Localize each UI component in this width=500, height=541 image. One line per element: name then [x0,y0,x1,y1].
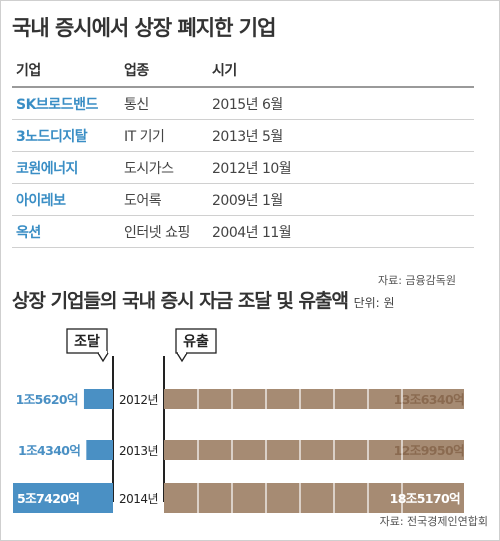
chart-title: 상장 기업들의 국내 증시 자금 조달 및 유출액 단위: 원 [12,286,395,313]
outflow-value-label: 18조5170억 [390,491,460,506]
header-date: 시기 [212,63,237,79]
table-header-row: 기업 업종 시기 [12,58,474,88]
chart-source: 자료: 전국경제인연합회 [379,515,488,528]
year-label: 2014년 [119,492,158,506]
outflow-legend-pointer [176,352,188,363]
funding-bar [13,483,113,513]
table-row: 3노드디지탈 IT 기기 2013년 5월 [12,120,474,152]
funding-legend-label: 조달 [74,334,100,350]
industry: 도어록 [124,193,162,209]
industry: 통신 [124,97,149,113]
year-label: 2012년 [119,393,158,407]
outflow-legend-label: 유출 [183,333,209,350]
outflow-legend-box [175,328,217,354]
industry: 도시가스 [124,161,174,177]
industry: IT 기기 [124,129,165,145]
funding-value-label: 5조7420억 [17,491,79,506]
company-name: 옥션 [16,225,41,241]
outflow-bar [164,440,464,460]
header-company: 기업 [16,63,41,79]
outflow-value-label: 13조6340억 [394,392,464,407]
company-name: SK브로드밴드 [16,97,98,113]
table-source: 자료: 금융감독원 [377,274,456,287]
funding-legend-box [66,328,108,354]
table-row: 아이레보 도어록 2009년 1월 [12,184,474,216]
outflow-bar [164,483,464,513]
unit-label: 단위: 원 [353,296,395,310]
delisting-date: 2013년 5월 [212,129,283,145]
table-row: 코원에너지 도시가스 2012년 10월 [12,152,474,184]
company-name: 3노드디지탈 [16,129,88,145]
delisting-date: 2009년 1월 [212,193,283,209]
funding-value-label: 1조4340억 [18,443,80,458]
outflow-legend-pointer-mask [178,351,186,354]
delisting-date: 2015년 6월 [212,97,283,113]
funding-value-label: 1조5620억 [16,392,78,407]
funding-legend-pointer [97,352,109,363]
outflow-value-label: 12조9950억 [394,443,464,458]
company-name: 아이레보 [16,193,66,209]
funding-legend-pointer-mask [99,351,107,354]
delisting-date: 2004년 11월 [212,225,292,241]
table-row: 옥션 인터넷 쇼핑 2004년 11월 [12,216,474,248]
table-row: SK브로드밴드 통신 2015년 6월 [12,88,474,120]
industry: 인터넷 쇼핑 [124,225,190,241]
company-name: 코원에너지 [16,161,78,177]
funding-bar [86,440,113,460]
delisted-companies-table: 기업 업종 시기 SK브로드밴드 통신 2015년 6월 3노드디지탈 IT 기… [12,58,474,248]
outflow-bar [164,389,464,409]
chart-title-text: 상장 기업들의 국내 증시 자금 조달 및 유출액 [12,290,349,312]
table-title: 국내 증시에서 상장 폐지한 기업 [12,16,276,40]
funding-bar [83,389,113,409]
year-label: 2013년 [119,444,158,458]
delisting-date: 2012년 10월 [212,161,292,177]
header-industry: 업종 [124,63,149,79]
